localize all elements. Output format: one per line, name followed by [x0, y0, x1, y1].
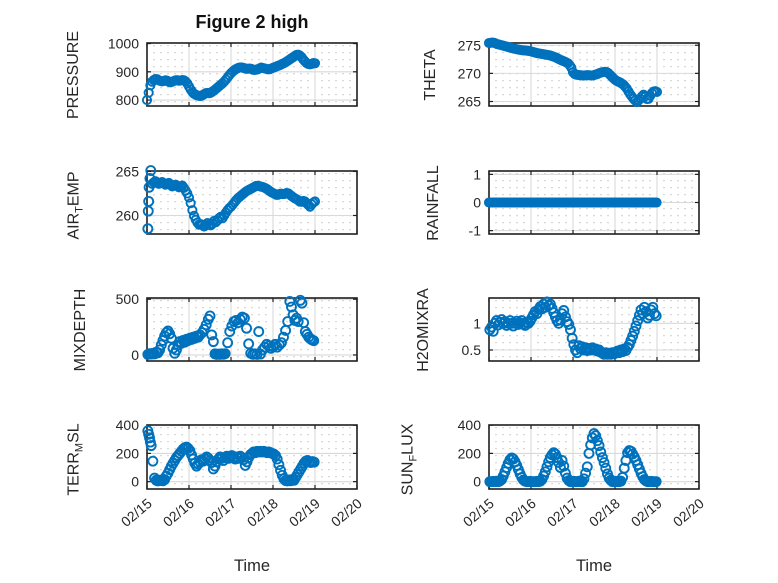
- data-points: [142, 294, 320, 360]
- x-tick-label: 02/18: [586, 495, 623, 530]
- x-tick-label: 02/15: [460, 495, 497, 530]
- data-points: [484, 428, 662, 488]
- data-points: [142, 165, 321, 235]
- y-tick-label: 800: [116, 92, 140, 108]
- data-points: [142, 425, 320, 487]
- y-tick-label: 265: [116, 163, 140, 179]
- y-tick-label: 260: [116, 207, 140, 223]
- x-axis-label: Time: [576, 557, 612, 575]
- y-tick-label: 0: [473, 195, 481, 211]
- panel-pressure: 800 900 1000: [108, 36, 358, 108]
- y-tick-label: 500: [116, 291, 140, 307]
- ylabel-sun-flux: SUNFLUX: [399, 423, 420, 496]
- x-tick-label: 02/18: [244, 495, 281, 530]
- y-tick-label: 0: [131, 347, 139, 363]
- panel-theta: 265 270 275: [458, 37, 700, 110]
- data-points: [141, 49, 321, 106]
- figure-title: Figure 2 high: [195, 12, 309, 32]
- y-tick-label: 400: [458, 417, 482, 433]
- y-tick-label: 270: [458, 65, 482, 81]
- x-tick-label: 02/17: [202, 495, 239, 530]
- x-tick-label: 02/15: [118, 495, 155, 530]
- y-tick-label: 265: [458, 94, 482, 110]
- x-tick-label: 02/20: [670, 495, 707, 530]
- x-tick-label: 02/17: [544, 495, 581, 530]
- y-tick-label: 200: [458, 445, 482, 461]
- x-tick-label: 02/19: [628, 495, 665, 530]
- panel-terr-msl: 0 200 400 02/15 02/16 02/17 02/18 02/19 02/20 Tim…: [116, 417, 365, 575]
- panel-mixdepth: 0 500: [116, 291, 358, 363]
- y-tick-label: 200: [116, 445, 140, 461]
- x-tick-label: 02/20: [328, 495, 365, 530]
- y-tick-label: 1000: [108, 36, 139, 52]
- y-tick-label: 275: [458, 37, 482, 53]
- x-tick-label: 02/19: [286, 495, 323, 530]
- y-tick-label: 0: [473, 474, 481, 490]
- y-tick-label: 1: [473, 315, 481, 331]
- panel-h2omixra: 0.51: [462, 296, 700, 362]
- y-tick-label: 0: [131, 474, 139, 490]
- y-tick-label: -1: [469, 223, 482, 239]
- x-tick-label: 02/16: [160, 495, 197, 530]
- x-tick-label: 02/16: [502, 495, 539, 530]
- data-points: [483, 197, 662, 208]
- data-points: [484, 296, 662, 360]
- ylabel-terr-msl: TERRMSL: [65, 423, 86, 496]
- y-tick-label: 400: [116, 417, 140, 433]
- data-points: [483, 37, 663, 108]
- y-tick-label: 1: [473, 166, 481, 182]
- axes-box: [146, 424, 358, 490]
- y-tick-label: 900: [116, 64, 140, 80]
- axes-box: [146, 170, 358, 235]
- panel-rainfall: -1 0 1: [469, 166, 700, 239]
- axes-box: [488, 424, 700, 490]
- panel-sun-flux: 0 200 400 02/15 02/16 02/17 02/18 02/19 02/20 Tim…: [458, 417, 707, 575]
- y-tick-label: 0.5: [462, 342, 482, 358]
- x-axis-label: Time: [234, 557, 270, 575]
- panel-air-temp: 260 265: [116, 163, 358, 235]
